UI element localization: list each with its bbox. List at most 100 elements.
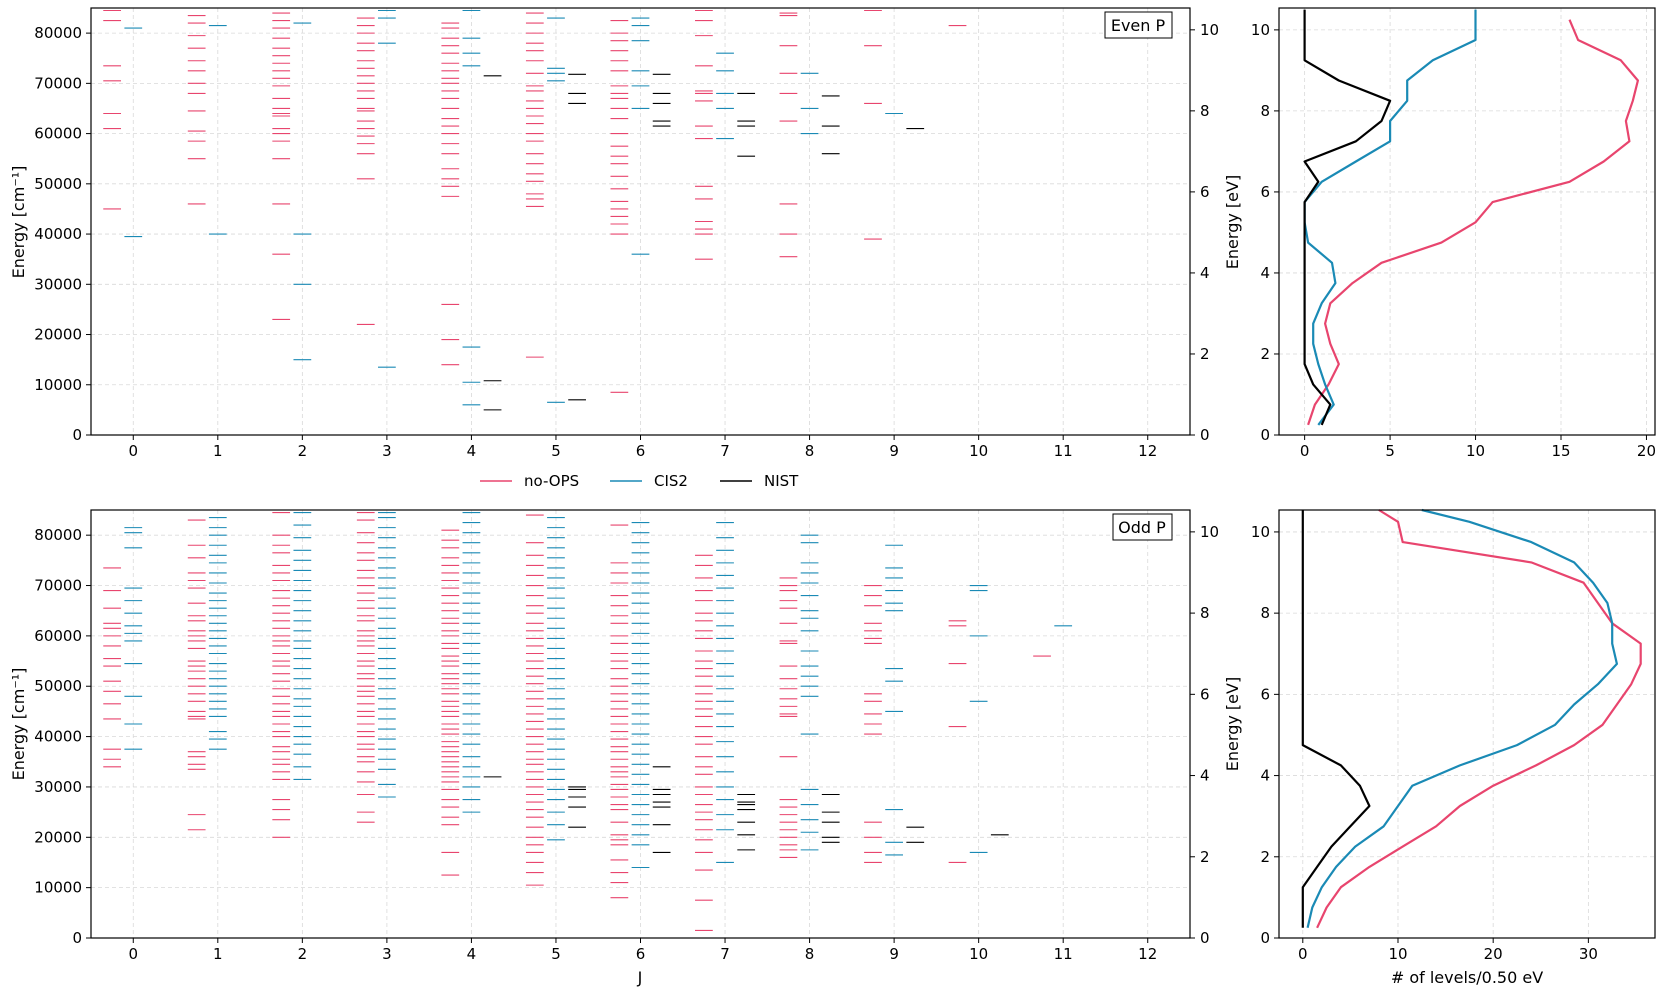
x-tick-label: 12 xyxy=(1138,442,1157,460)
legend-label-cis2: CIS2 xyxy=(654,472,688,490)
x-tick-label: 1 xyxy=(213,945,223,963)
x-tick-label: 2 xyxy=(298,442,308,460)
x-tick-label: 0 xyxy=(128,945,138,963)
y-tick-label: 0 xyxy=(1260,929,1270,947)
x-tick-label: 3 xyxy=(382,442,392,460)
density-line-no-ops xyxy=(1316,509,1642,929)
odd-density-x-axis-title: # of levels/0.50 eV xyxy=(1391,968,1543,987)
y-tick-label: 8 xyxy=(1260,102,1270,120)
y-tick-label: 30000 xyxy=(34,778,82,796)
even-parity-density-panel: 0 5 10 15 20 0 2 4 6 8 10 xyxy=(1251,7,1656,460)
right-y-tick-label: 6 xyxy=(1200,183,1210,201)
y-tick-label: 40000 xyxy=(34,728,82,746)
right-y-tick-label: 2 xyxy=(1200,848,1210,866)
x-tick-label: 15 xyxy=(1551,442,1570,460)
y-tick-label: 10 xyxy=(1251,21,1270,39)
x-tick-label: 8 xyxy=(805,442,815,460)
x-tick-label: 5 xyxy=(551,442,561,460)
odd-density-frame xyxy=(1278,509,1656,939)
y-tick-label: 80000 xyxy=(34,526,82,544)
y-tick-label: 8 xyxy=(1260,604,1270,622)
x-tick-label: 10 xyxy=(969,945,988,963)
x-tick-label: 0 xyxy=(128,442,138,460)
y-tick-label: 50000 xyxy=(34,677,82,695)
x-tick-label: 5 xyxy=(1385,442,1395,460)
x-tick-label: 6 xyxy=(636,945,646,963)
odd-y-axis-right-title: Energy [eV] xyxy=(1223,677,1242,771)
x-tick-label: 10 xyxy=(969,442,988,460)
y-tick-label: 6 xyxy=(1260,685,1270,703)
right-y-tick-label: 8 xyxy=(1200,604,1210,622)
right-y-tick-label: 4 xyxy=(1200,767,1210,785)
y-tick-label: 10000 xyxy=(34,376,82,394)
y-tick-label: 50000 xyxy=(34,175,82,193)
x-tick-label: 8 xyxy=(805,945,815,963)
x-tick-label: 6 xyxy=(636,442,646,460)
x-tick-label: 30 xyxy=(1579,945,1598,963)
odd-y-axis-title: Energy [cm⁻¹] xyxy=(9,668,28,781)
y-tick-label: 30000 xyxy=(34,275,82,293)
density-line-no-ops xyxy=(1307,19,1640,426)
y-tick-label: 2 xyxy=(1260,345,1270,363)
x-tick-label: 0 xyxy=(1298,945,1308,963)
x-tick-label: 0 xyxy=(1300,442,1310,460)
x-tick-label: 5 xyxy=(551,945,561,963)
x-tick-label: 3 xyxy=(382,945,392,963)
density-line-nist xyxy=(1303,9,1392,426)
density-line-nist xyxy=(1301,510,1371,928)
y-tick-label: 40000 xyxy=(34,225,82,243)
odd-parity-density-panel: 0 10 20 30 0 2 4 6 8 10 # of levels/0.50 eV xyxy=(1251,508,1656,987)
y-tick-label: 0 xyxy=(72,929,82,947)
y-tick-label: 10000 xyxy=(34,879,82,897)
y-tick-label: 0 xyxy=(1260,426,1270,444)
y-tick-label: 4 xyxy=(1260,767,1270,785)
x-tick-label: 7 xyxy=(720,945,730,963)
density-line-cis2 xyxy=(1306,508,1619,929)
even-parity-level-panel: 0 1 2 3 4 5 6 7 8 9 10 11 12010000200003000040000500… xyxy=(9,7,1242,460)
odd-p-label-box xyxy=(1112,513,1173,541)
x-tick-label: 20 xyxy=(1637,442,1656,460)
legend-label-no-ops: no-OPS xyxy=(524,472,579,490)
y-tick-label: 60000 xyxy=(34,627,82,645)
x-tick-label: 11 xyxy=(1054,945,1073,963)
y-tick-label: 70000 xyxy=(34,74,82,92)
even-p-label-box xyxy=(1104,11,1173,39)
legend-label-nist: NIST xyxy=(764,472,799,490)
x-tick-label: 20 xyxy=(1484,945,1503,963)
right-y-tick-label: 0 xyxy=(1200,426,1210,444)
y-tick-label: 10 xyxy=(1251,523,1270,541)
even-y-axis-right-title: Energy [eV] xyxy=(1223,175,1242,269)
x-tick-label: 4 xyxy=(467,945,477,963)
odd-x-axis-title: J xyxy=(637,968,643,987)
x-tick-label: 7 xyxy=(720,442,730,460)
even-density-frame xyxy=(1278,7,1656,436)
y-tick-label: 20000 xyxy=(34,326,82,344)
y-tick-label: 80000 xyxy=(34,24,82,42)
x-tick-label: 10 xyxy=(1388,945,1407,963)
legend: no-OPS CIS2 NIST xyxy=(480,472,799,490)
x-tick-label: 4 xyxy=(467,442,477,460)
y-tick-label: 60000 xyxy=(34,125,82,143)
y-tick-label: 2 xyxy=(1260,848,1270,866)
y-tick-label: 20000 xyxy=(34,828,82,846)
x-tick-label: 11 xyxy=(1054,442,1073,460)
y-tick-label: 6 xyxy=(1260,183,1270,201)
right-y-tick-label: 10 xyxy=(1200,21,1219,39)
x-tick-label: 9 xyxy=(889,442,899,460)
odd-parity-level-panel: 0 1 2 3 4 5 6 7 8 9 10 11 12010000200003000040000500… xyxy=(9,509,1242,987)
right-y-tick-label: 2 xyxy=(1200,345,1210,363)
even-y-axis-title: Energy [cm⁻¹] xyxy=(9,166,28,279)
right-y-tick-label: 4 xyxy=(1200,264,1210,282)
right-y-tick-label: 0 xyxy=(1200,929,1210,947)
right-y-tick-label: 6 xyxy=(1200,685,1210,703)
y-tick-label: 4 xyxy=(1260,264,1270,282)
y-tick-label: 0 xyxy=(72,426,82,444)
right-y-tick-label: 8 xyxy=(1200,102,1210,120)
y-tick-label: 70000 xyxy=(34,577,82,595)
x-tick-label: 9 xyxy=(889,945,899,963)
x-tick-label: 2 xyxy=(298,945,308,963)
even-p-label: Even P xyxy=(1111,16,1166,35)
x-tick-label: 1 xyxy=(213,442,223,460)
x-tick-label: 12 xyxy=(1138,945,1157,963)
